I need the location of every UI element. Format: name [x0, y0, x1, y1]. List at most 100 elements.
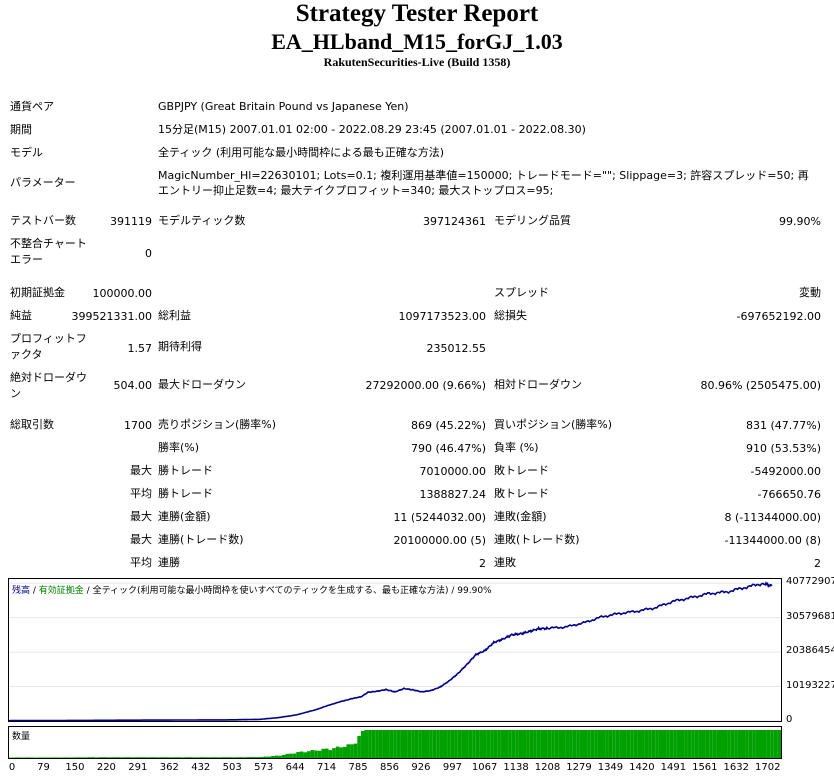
volume-bar	[554, 730, 559, 758]
avg-win-value: 1388827.24	[419, 488, 486, 501]
model-value: 全ティック (利用可能な最小時間枠による最も正確な方法)	[158, 146, 445, 159]
volume-bar	[522, 730, 527, 758]
volume-bar	[156, 757, 160, 758]
x-tick-label: 1561	[692, 762, 718, 773]
volume-bar	[579, 730, 584, 758]
volume-bar	[709, 730, 713, 758]
volume-bar	[238, 757, 243, 758]
volume-bar	[55, 757, 60, 758]
volume-bar	[77, 757, 81, 758]
volume-bar	[450, 730, 455, 758]
volume-bar	[429, 730, 433, 758]
volume-bar	[418, 730, 422, 758]
volume-bar	[439, 730, 444, 758]
volume-bar	[705, 730, 710, 758]
volume-bar	[41, 757, 45, 758]
x-tick-label: 1420	[629, 762, 655, 773]
avg-label-1: 平均	[130, 487, 152, 500]
volume-bar	[249, 757, 254, 758]
ticks-value: 397124361	[423, 215, 486, 228]
volume-bar	[475, 730, 480, 758]
volume-bar	[368, 730, 372, 758]
volume-bar	[281, 754, 286, 758]
rel-drawdown-value: 80.96% (2505475.00)	[700, 379, 821, 392]
volume-chart-svg	[9, 730, 781, 758]
volume-bar	[217, 757, 221, 758]
volume-bar	[597, 730, 602, 758]
volume-bar	[443, 730, 448, 758]
volume-bar	[551, 730, 555, 758]
max-win-value: 7010000.00	[419, 465, 486, 478]
volume-bar	[741, 730, 746, 758]
net-profit-label: 純益	[10, 309, 32, 322]
volume-bar	[378, 730, 383, 758]
volume-bar	[317, 750, 322, 758]
volume-bar	[253, 757, 257, 758]
total-trades-value: 1700	[124, 419, 152, 432]
volume-bar	[687, 730, 692, 758]
volume-bar	[680, 730, 685, 758]
ea-name: EA_HLband_M15_forGJ_1.03	[271, 29, 563, 54]
volume-bar	[113, 757, 117, 758]
volume-bar	[425, 730, 430, 758]
avg-consec-wins-value: 2	[479, 557, 486, 570]
volume-bar	[95, 757, 99, 758]
x-tick-label: 0	[8, 762, 16, 773]
net-profit-value: 399521331.00	[71, 310, 152, 323]
volume-bar	[562, 730, 566, 758]
volume-bar	[407, 730, 412, 758]
volume-bar	[773, 730, 778, 758]
volume-bar	[260, 756, 264, 758]
long-positions-value: 831 (47.77%)	[745, 419, 821, 432]
volume-bar	[228, 757, 232, 758]
volume-bar	[684, 730, 688, 758]
volume-bar	[138, 757, 142, 758]
short-positions-value: 869 (45.22%)	[410, 419, 486, 432]
volume-bar	[759, 730, 764, 758]
volume-bar	[123, 757, 128, 758]
volume-bar	[353, 743, 358, 758]
gross-profit-label: 総利益	[158, 309, 191, 322]
x-tick-label: 1067	[471, 762, 498, 773]
abs-drawdown-value: 504.00	[113, 379, 153, 392]
deposit-value: 100000.00	[92, 287, 153, 300]
volume-bar	[623, 730, 627, 758]
volume-bar	[278, 755, 282, 758]
volume-bar	[177, 757, 182, 758]
volume-bar	[493, 730, 498, 758]
volume-bar	[468, 730, 473, 758]
volume-label: 数量	[12, 732, 31, 742]
volume-bar	[195, 757, 200, 758]
volume-bar	[389, 730, 394, 758]
volume-bar	[497, 730, 501, 758]
volume-bar	[192, 757, 196, 758]
volume-bar	[702, 730, 706, 758]
volume-bar	[149, 757, 153, 758]
volume-bar	[188, 757, 193, 758]
volume-bar	[547, 730, 552, 758]
gross-loss-value: -697652192.00	[736, 310, 821, 323]
legend-balance: 残高	[12, 586, 31, 596]
volume-bar	[716, 730, 720, 758]
quality-label: モデリング品質	[494, 214, 571, 227]
volume-bar	[414, 730, 419, 758]
volume-bar	[167, 757, 171, 758]
volume-bar	[594, 730, 598, 758]
params-value: MagicNumber_Hl=22630101; Lots=0.1; 複利運用基…	[158, 169, 809, 197]
volume-bar	[357, 735, 361, 758]
legend-sep-2: /	[83, 586, 93, 596]
volume-bar	[644, 730, 649, 758]
volume-bar	[461, 730, 465, 758]
volume-bar	[80, 757, 85, 758]
x-tick-label: 714	[317, 762, 337, 773]
profit-factor-value: 1.57	[127, 342, 153, 355]
avg-label-2: 平均	[130, 556, 152, 569]
volume-bar	[105, 757, 110, 758]
volume-bar	[755, 730, 760, 758]
volume-bar	[615, 730, 620, 758]
legend-equity: 有効証拠金	[38, 586, 84, 596]
balance-line	[9, 581, 773, 721]
x-tick-label: 1702	[755, 762, 781, 773]
model-label: モデル	[10, 146, 43, 159]
avg-consec-losses-value: 2	[814, 557, 821, 570]
